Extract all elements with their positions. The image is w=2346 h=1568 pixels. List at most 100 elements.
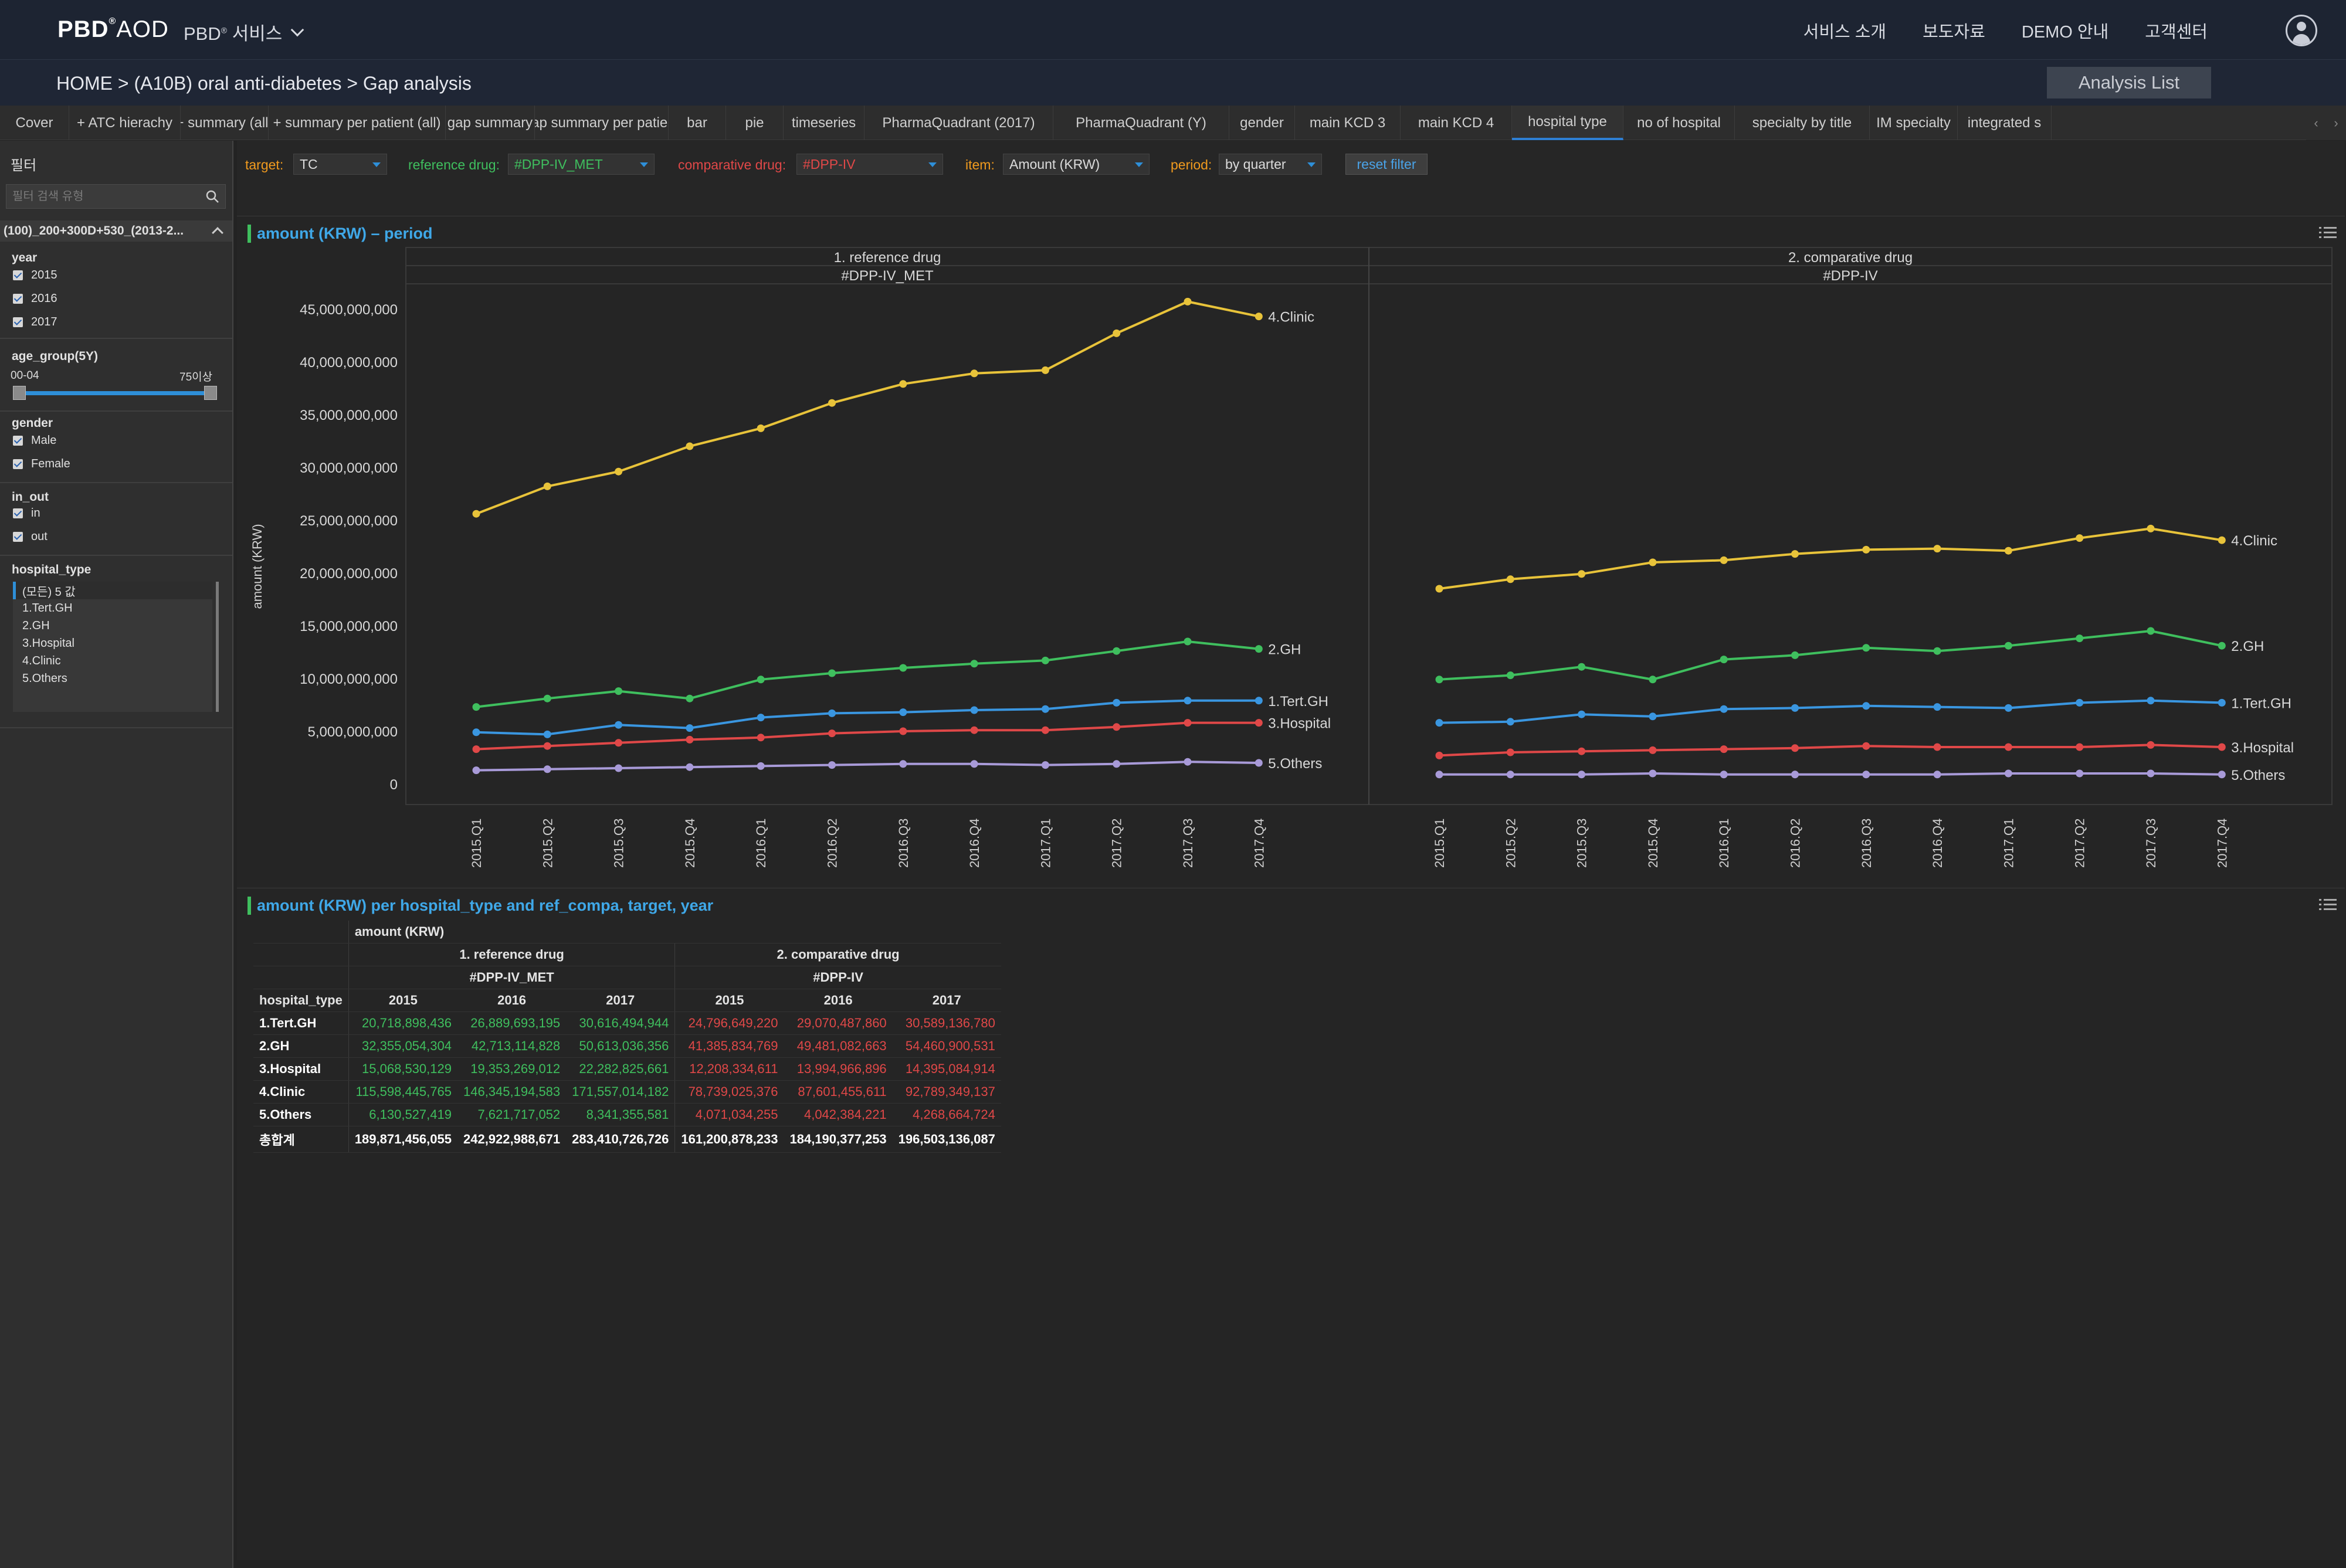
hospital-type-item-all[interactable]: (모든) 5 값 bbox=[13, 582, 212, 599]
age-range-slider[interactable] bbox=[18, 391, 211, 395]
data-point bbox=[1578, 570, 1586, 578]
period-select[interactable]: by quarter bbox=[1219, 154, 1322, 175]
nav-demo[interactable]: DEMO 안내 bbox=[2021, 23, 2109, 42]
filter-gender-male[interactable]: Male bbox=[13, 434, 56, 447]
table-cell: 87,601,455,611 bbox=[784, 1080, 893, 1104]
tab-cover[interactable]: Cover bbox=[0, 106, 69, 140]
tab-pie[interactable]: pie bbox=[726, 106, 784, 140]
data-point bbox=[615, 467, 623, 476]
x-tick-label: 2016.Q3 bbox=[1859, 819, 1874, 868]
tab-specialty-by-title[interactable]: specialty by title bbox=[1735, 106, 1870, 140]
checkbox-checked-icon[interactable] bbox=[13, 270, 23, 280]
reset-filter-button[interactable]: reset filter bbox=[1345, 154, 1428, 175]
tab-integrated-s[interactable]: integrated s bbox=[1958, 106, 2052, 140]
data-point bbox=[2004, 704, 2012, 712]
dataset-selector[interactable]: (100)_200+300D+530_(2013-2... bbox=[0, 220, 232, 242]
data-point bbox=[899, 760, 907, 768]
app-logo[interactable]: PBD®AOD bbox=[57, 16, 169, 43]
hospital-type-item-hospital[interactable]: 3.Hospital bbox=[22, 636, 74, 650]
y-tick-label: 25,000,000,000 bbox=[300, 513, 398, 529]
filter-inout-out[interactable]: out bbox=[13, 530, 48, 544]
period-label: period: bbox=[1171, 157, 1212, 172]
reference-drug-select[interactable]: #DPP-IV_MET bbox=[508, 154, 655, 175]
age-slider-min-handle[interactable] bbox=[13, 386, 26, 400]
filter-year-2015[interactable]: 2015 bbox=[13, 269, 57, 282]
dropdown-arrow-icon bbox=[1307, 162, 1316, 167]
hospital-type-item-tertgh[interactable]: 1.Tert.GH bbox=[22, 601, 73, 615]
table-total-row: 총합계 189,871,456,055 242,922,988,671 283,410… bbox=[253, 1126, 1001, 1153]
tab-main-kcd-4[interactable]: main KCD 4 bbox=[1401, 106, 1512, 140]
tab-bar[interactable]: bar bbox=[669, 106, 726, 140]
tab-gap-summary[interactable]: gap summary bbox=[446, 106, 535, 140]
tab-summary-all[interactable]: + summary (all) bbox=[181, 106, 269, 140]
chart-menu-icon[interactable] bbox=[2319, 226, 2337, 240]
data-point bbox=[472, 703, 480, 711]
tab-pharmaquadrant-y[interactable]: PharmaQuadrant (Y) bbox=[1053, 106, 1229, 140]
series-line--clinic bbox=[476, 300, 1259, 515]
target-select[interactable]: TC bbox=[293, 154, 387, 175]
data-point bbox=[1041, 656, 1049, 664]
table-corner bbox=[253, 921, 349, 943]
tab-summary-per-patient-all[interactable]: + summary per patient (all) bbox=[269, 106, 446, 140]
data-point bbox=[1113, 647, 1121, 655]
item-select[interactable]: Amount (KRW) bbox=[1003, 154, 1150, 175]
top-navbar: PBD®AOD PBD® 서비스 서비스 소개 보도자료 DEMO 안내 고객센… bbox=[0, 0, 2346, 60]
filter-search-input[interactable] bbox=[6, 185, 194, 208]
sheet-tab-bar: integrated s IM specialty specialty by tit… bbox=[0, 106, 2346, 140]
tab-im-specialty[interactable]: IM specialty bbox=[1870, 106, 1958, 140]
filter-inout-title: in_out bbox=[12, 490, 49, 504]
tab-atc-hierachy[interactable]: + ATC hierachy bbox=[69, 106, 181, 140]
comparative-drug-select[interactable]: #DPP-IV bbox=[796, 154, 943, 175]
hospital-type-scrollbar[interactable] bbox=[216, 582, 219, 712]
tab-timeseries[interactable]: timeseries bbox=[784, 106, 865, 140]
data-point bbox=[1255, 719, 1263, 727]
y-tick-label: 20,000,000,000 bbox=[300, 566, 398, 582]
data-point bbox=[1649, 558, 1657, 566]
data-point bbox=[2076, 743, 2084, 751]
table-row-label: 3.Hospital bbox=[253, 1057, 349, 1081]
filter-inout-in[interactable]: in bbox=[13, 507, 40, 520]
y-tick-label: 0 bbox=[390, 777, 398, 793]
dropdown-arrow-icon bbox=[1135, 162, 1143, 167]
data-point bbox=[543, 482, 551, 490]
data-point bbox=[1649, 769, 1657, 778]
filter-year-2017[interactable]: 2017 bbox=[13, 315, 57, 329]
data-point bbox=[1113, 329, 1121, 337]
checkbox-checked-icon[interactable] bbox=[13, 317, 23, 327]
tab-pharmaquadrant-2017[interactable]: PharmaQuadrant (2017) bbox=[865, 106, 1053, 140]
age-min-label: 00-04 bbox=[11, 369, 39, 382]
table-cell: 4,071,034,255 bbox=[674, 1103, 784, 1126]
table-menu-icon[interactable] bbox=[2319, 898, 2337, 912]
table-cell: 50,613,036,356 bbox=[566, 1034, 675, 1058]
tab-hospital-type[interactable]: hospital type bbox=[1512, 106, 1623, 140]
chevron-up-icon[interactable] bbox=[212, 227, 223, 239]
nav-press[interactable]: 보도자료 bbox=[1923, 23, 1985, 42]
hospital-type-item-clinic[interactable]: 4.Clinic bbox=[22, 654, 61, 667]
nav-support[interactable]: 고객센터 bbox=[2145, 23, 2208, 42]
tab-scroll-left-icon[interactable]: ‹ bbox=[2314, 115, 2318, 130]
checkbox-checked-icon[interactable] bbox=[13, 508, 23, 518]
checkbox-checked-icon[interactable] bbox=[13, 532, 23, 542]
service-dropdown[interactable]: PBD® 서비스 bbox=[184, 19, 304, 45]
checkbox-checked-icon[interactable] bbox=[13, 294, 23, 304]
data-point bbox=[615, 721, 623, 729]
data-point bbox=[2004, 547, 2012, 555]
hospital-type-item-others[interactable]: 5.Others bbox=[22, 671, 67, 685]
x-tick-label: 2017.Q4 bbox=[2215, 819, 2229, 868]
checkbox-checked-icon[interactable] bbox=[13, 459, 23, 469]
age-slider-max-handle[interactable] bbox=[204, 386, 217, 400]
x-tick-label: 2015.Q3 bbox=[612, 819, 626, 868]
checkbox-checked-icon[interactable] bbox=[13, 436, 23, 446]
user-account-icon[interactable] bbox=[2286, 15, 2317, 46]
filter-gender-female[interactable]: Female bbox=[13, 457, 70, 471]
filter-year-2016[interactable]: 2016 bbox=[13, 292, 57, 306]
tab-scroll-right-icon[interactable]: › bbox=[2334, 115, 2338, 130]
tab-no-of-hospital[interactable]: no of hospital bbox=[1623, 106, 1735, 140]
hospital-type-item-gh[interactable]: 2.GH bbox=[22, 619, 50, 632]
tab-gap-summary-per-patient[interactable]: gap summary per patient bbox=[535, 106, 669, 140]
search-icon[interactable] bbox=[205, 189, 219, 203]
tab-gender[interactable]: gender bbox=[1229, 106, 1295, 140]
analysis-list-button[interactable]: Analysis List bbox=[2047, 67, 2211, 99]
tab-main-kcd-3[interactable]: main KCD 3 bbox=[1295, 106, 1401, 140]
nav-service-intro[interactable]: 서비스 소개 bbox=[1803, 23, 1887, 42]
